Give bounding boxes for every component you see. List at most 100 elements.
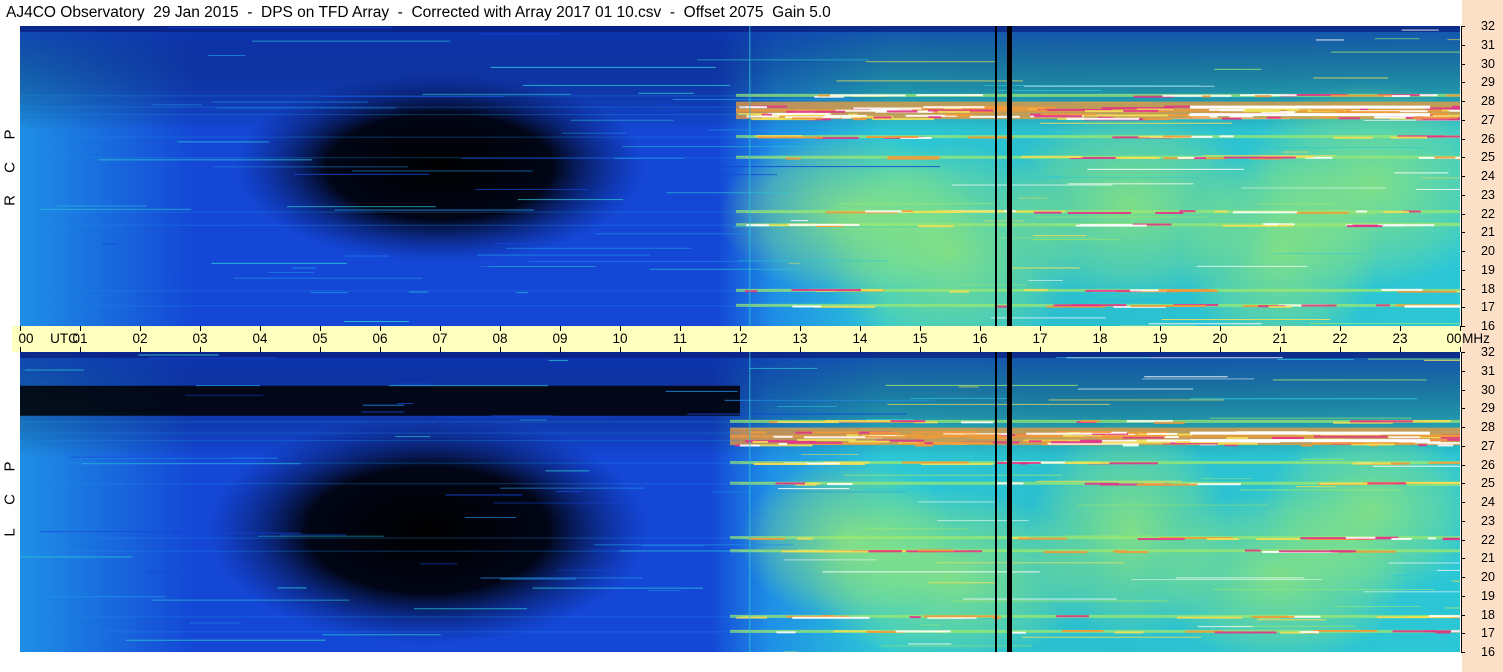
utc-tick-mark: [320, 326, 321, 331]
utc-tick-mark: [560, 347, 561, 352]
heatmap-lcp: [20, 352, 1460, 652]
utc-tick-mark: [920, 326, 921, 331]
interference-band: [736, 288, 1460, 293]
utc-tick-mark: [1220, 326, 1221, 331]
utc-tick-mark: [1100, 347, 1101, 352]
frequency-tick-label: 25: [1481, 150, 1495, 165]
utc-tick-label: 03: [192, 331, 208, 346]
frequency-tick-label: 22: [1481, 206, 1495, 221]
frequency-tick-mark: [1461, 502, 1465, 503]
utc-tick-mark: [860, 326, 861, 331]
chart-title: AJ4CO Observatory 29 Jan 2015 - DPS on T…: [6, 4, 831, 21]
utc-tick-label: 18: [1092, 331, 1108, 346]
lcp-spectrogram: [20, 352, 1460, 652]
utc-tick-label: 13: [792, 331, 808, 346]
frequency-tick-mark: [1461, 483, 1465, 485]
frequency-axis-background: [1462, 0, 1503, 672]
utc-tick-mark: [1040, 347, 1041, 352]
utc-tick-label: 19: [1152, 331, 1168, 346]
utc-tick-mark: [1280, 326, 1281, 331]
interference-band: [736, 155, 1460, 160]
interference-band: [736, 223, 1460, 228]
utc-tick-label: 07: [432, 331, 448, 346]
frequency-tick-label: 23: [1481, 513, 1495, 528]
data-gap: [995, 26, 1012, 326]
frequency-tick-label: 21: [1481, 551, 1495, 566]
frequency-tick-mark: [1461, 652, 1465, 653]
frequency-tick-mark: [1461, 352, 1465, 353]
frequency-tick-mark: [1461, 577, 1465, 578]
utc-tick-label: 16: [972, 331, 988, 346]
utc-tick-label: 05: [312, 331, 328, 346]
utc-tick-mark: [740, 326, 741, 331]
frequency-tick-mark: [1461, 520, 1465, 522]
utc-tick-label: 01: [72, 331, 88, 346]
frequency-tick-label: 18: [1481, 281, 1495, 296]
utc-tick-label: 00: [1446, 331, 1462, 346]
frequency-tick-mark: [1461, 307, 1465, 309]
utc-tick-mark: [80, 347, 81, 352]
utc-tick-label: 06: [372, 331, 388, 346]
frequency-tick-mark: [1461, 251, 1465, 252]
frequency-tick-label: 19: [1481, 262, 1495, 277]
frequency-tick-label: 29: [1481, 75, 1495, 90]
frequency-tick-mark: [1461, 288, 1465, 290]
utc-tick-mark: [1040, 326, 1041, 331]
frequency-tick-label: 27: [1481, 112, 1495, 127]
utc-tick-mark: [680, 326, 681, 331]
frequency-tick-label: 23: [1481, 187, 1495, 202]
utc-tick-mark: [620, 326, 621, 331]
utc-tick-mark: [200, 347, 201, 352]
night-dark-region: [208, 415, 648, 645]
utc-tick-mark: [140, 347, 141, 352]
frequency-tick-label: 20: [1481, 570, 1495, 584]
frequency-tick-mark: [1461, 82, 1465, 84]
utc-tick-mark: [800, 326, 801, 331]
utc-tick-mark: [1340, 326, 1341, 331]
frequency-tick-label: 27: [1481, 438, 1495, 453]
utc-tick-mark: [1220, 347, 1221, 352]
interference-band: [730, 629, 1460, 634]
utc-tick-mark: [620, 347, 621, 352]
interference-band: [736, 101, 1460, 114]
rcp-side-label: P C R: [1, 118, 19, 217]
frequency-tick-mark: [1461, 119, 1465, 121]
frequency-tick-label: 24: [1481, 495, 1495, 509]
utc-tick-label: 21: [1272, 331, 1288, 346]
utc-tick-mark: [320, 347, 321, 352]
frequency-tick-label: 31: [1481, 363, 1495, 378]
interference-band: [730, 549, 1460, 554]
frequency-tick-mark: [1461, 269, 1465, 271]
utc-tick-label: 04: [252, 331, 268, 346]
utc-tick-mark: [1400, 347, 1401, 352]
night-dark-region: [235, 71, 645, 263]
utc-tick-mark: [380, 347, 381, 352]
frequency-tick-label: 22: [1481, 532, 1495, 547]
frequency-tick-label: 28: [1481, 94, 1495, 108]
frequency-tick-label: 30: [1481, 56, 1495, 71]
interference-band: [736, 109, 1460, 121]
utc-tick-mark: [260, 326, 261, 331]
utc-tick-mark: [260, 347, 261, 352]
utc-tick-mark: [980, 326, 981, 331]
frequency-tick-mark: [1461, 389, 1465, 391]
utc-tick-mark: [1460, 326, 1461, 331]
utc-tick-mark: [80, 326, 81, 331]
utc-tick-mark: [440, 347, 441, 352]
frequency-tick-label: 25: [1481, 476, 1495, 491]
frequency-tick-mark: [1461, 101, 1465, 102]
utc-tick-label: 22: [1332, 331, 1348, 346]
frequency-tick-label: 16: [1481, 319, 1495, 333]
interference-band: [736, 303, 1460, 308]
frequency-tick-label: 28: [1481, 420, 1495, 434]
utc-tick-mark: [500, 326, 501, 331]
lcp-side-label: P C L: [1, 450, 19, 549]
frequency-tick-mark: [1461, 326, 1465, 327]
frequency-tick-mark: [1461, 558, 1465, 560]
frequency-tick-mark: [1461, 539, 1465, 541]
frequency-tick-label: 18: [1481, 607, 1495, 622]
data-gap: [995, 352, 1012, 652]
utc-unit-label: UTC: [50, 331, 78, 346]
utc-tick-label: 23: [1392, 331, 1408, 346]
frequency-tick-label: 24: [1481, 169, 1495, 183]
